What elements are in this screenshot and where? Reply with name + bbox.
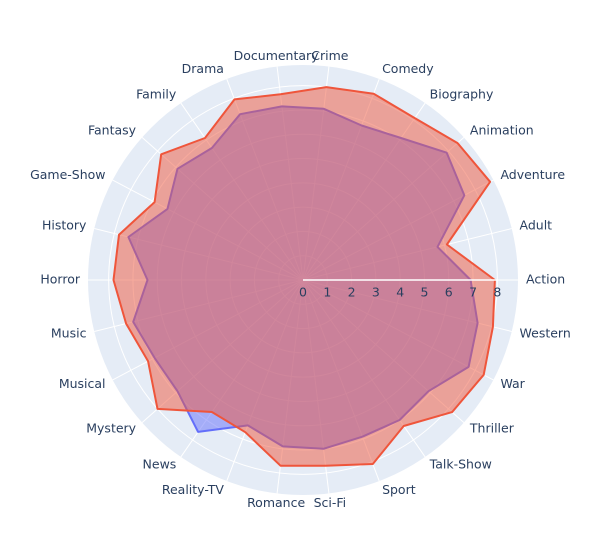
angular-tick-label: Horror xyxy=(40,272,80,287)
series-area xyxy=(112,86,496,467)
radial-tick-label: 5 xyxy=(420,285,428,300)
radial-tick-label: 6 xyxy=(445,285,453,300)
angular-tick-label: Adult xyxy=(520,218,553,233)
angular-tick-label: Talk-Show xyxy=(429,457,492,472)
radial-tick-label: 1 xyxy=(323,285,331,300)
angular-tick-label: Western xyxy=(520,325,571,340)
radial-tick-label: 2 xyxy=(348,285,356,300)
angular-tick-label: Mystery xyxy=(86,421,136,436)
angular-tick-label: War xyxy=(500,376,525,391)
radial-tick-label: 3 xyxy=(372,285,380,300)
angular-tick-label: Drama xyxy=(182,61,224,76)
angular-tick-label: Documentary xyxy=(234,48,320,63)
radial-tick-label: 8 xyxy=(493,285,501,300)
angular-tick-label: Romance xyxy=(247,495,305,510)
radial-tick-label: 4 xyxy=(396,285,404,300)
angular-tick-label: Music xyxy=(51,325,87,340)
angular-tick-label: History xyxy=(42,218,87,233)
angular-tick-label: Biography xyxy=(430,86,494,101)
angular-tick-label: Sport xyxy=(382,482,416,497)
angular-tick-label: Fantasy xyxy=(88,122,137,137)
angular-tick-label: Sci-Fi xyxy=(314,495,347,510)
radial-tick-label: 0 xyxy=(299,285,307,300)
radial-tick-label: 7 xyxy=(469,285,477,300)
angular-tick-label: Game-Show xyxy=(30,167,105,182)
angular-tick-label: Adventure xyxy=(500,167,565,182)
angular-tick-label: Action xyxy=(526,272,565,287)
angular-tick-label: Animation xyxy=(470,122,534,137)
angular-tick-label: Comedy xyxy=(382,61,434,76)
angular-tick-label: Thriller xyxy=(469,421,515,436)
angular-tick-label: Musical xyxy=(59,376,106,391)
angular-tick-label: Reality-TV xyxy=(162,482,224,497)
angular-tick-label: Family xyxy=(136,86,177,101)
angular-tick-label: Crime xyxy=(311,48,349,63)
angular-tick-label: News xyxy=(143,457,177,472)
